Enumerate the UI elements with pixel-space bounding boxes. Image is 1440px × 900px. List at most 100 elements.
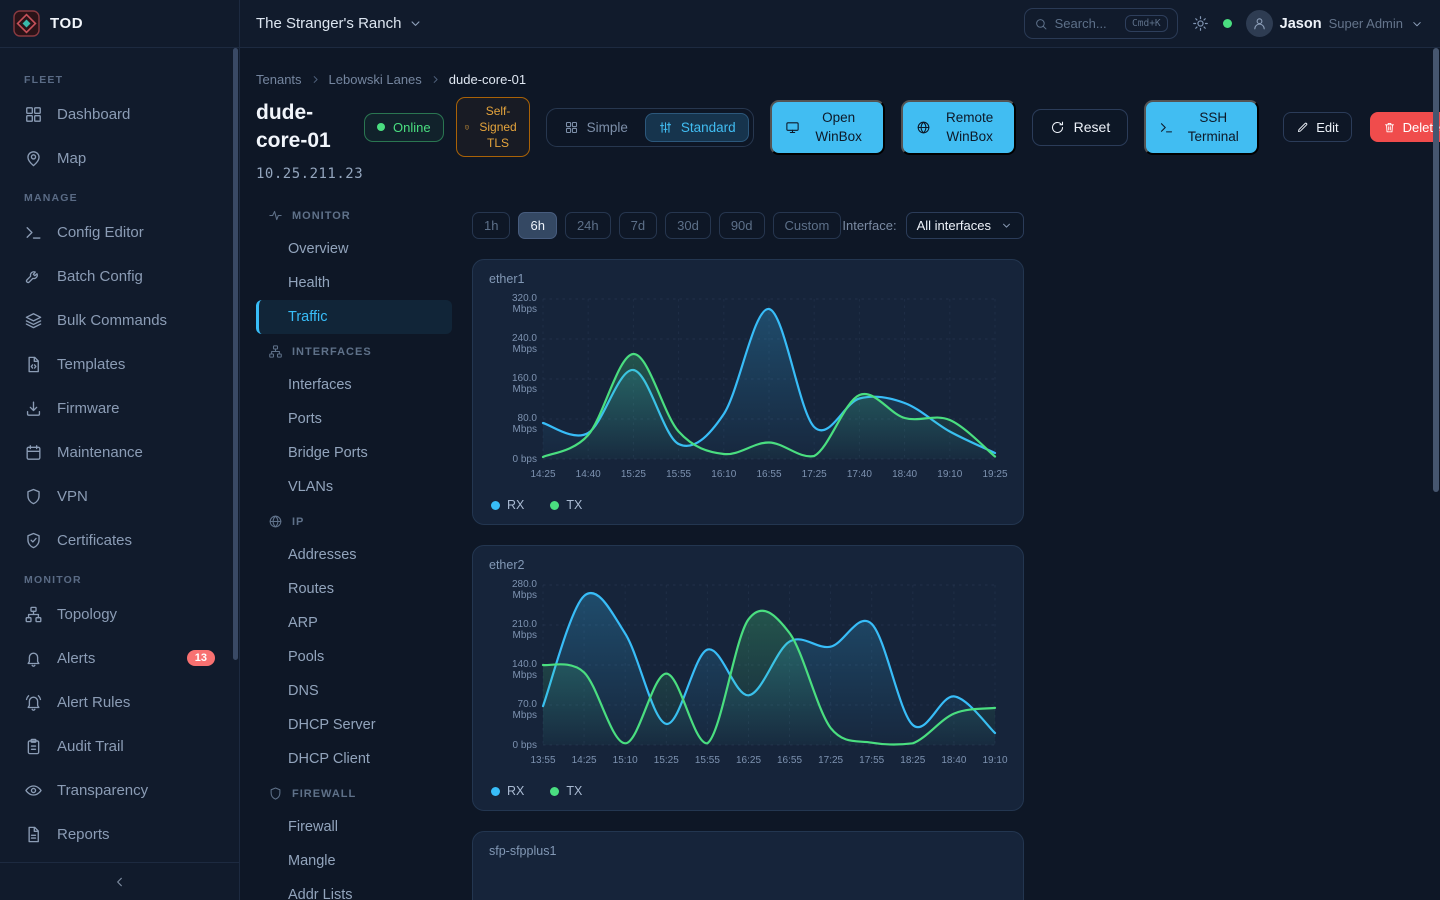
device-subnav: MONITOROverviewHealthTrafficINTERFACESIn… (256, 198, 462, 900)
sidebar-item-config-editor[interactable]: Config Editor (0, 210, 239, 254)
range-button-6h[interactable]: 6h (518, 212, 556, 239)
chevron-right-icon (429, 73, 442, 86)
tls-warning-badge: Self-Signed TLS (456, 97, 530, 157)
sidebar-item-reports[interactable]: Reports (0, 812, 239, 856)
terminal-icon (24, 223, 43, 242)
status-dot (1223, 19, 1232, 28)
svg-text:70.0: 70.0 (518, 699, 538, 710)
subnav-item-addresses[interactable]: Addresses (256, 538, 452, 572)
view-mode-standard[interactable]: Standard (645, 113, 749, 142)
search-input[interactable] (1055, 16, 1111, 31)
range-button-1h[interactable]: 1h (472, 212, 510, 239)
subnav-item-arp[interactable]: ARP (256, 606, 452, 640)
sidebar-item-alerts[interactable]: Alerts13 (0, 636, 239, 680)
legend-tx: TX (550, 784, 582, 798)
sidebar-item-label: Config Editor (57, 224, 144, 241)
subnav-item-firewall[interactable]: Firewall (256, 810, 452, 844)
sidebar-item-label: Reports (57, 826, 110, 843)
sidebar-scrollbar[interactable] (233, 48, 238, 660)
breadcrumb-tenants[interactable]: Tenants (256, 72, 302, 87)
sidebar-item-audit-trail[interactable]: Audit Trail (0, 724, 239, 768)
open-winbox-button[interactable]: Open WinBox (770, 100, 885, 155)
ssh-terminal-button[interactable]: SSH Terminal (1144, 100, 1259, 155)
interface-select[interactable]: All interfaces (906, 212, 1024, 239)
subnav-section-firewall: FIREWALL (256, 776, 462, 810)
sidebar-item-label: Maintenance (57, 444, 143, 461)
refresh-icon (1050, 120, 1065, 135)
view-mode-simple[interactable]: Simple (551, 113, 641, 142)
range-button-7d[interactable]: 7d (619, 212, 657, 239)
sidebar-item-dashboard[interactable]: Dashboard (0, 92, 239, 136)
sidebar-item-templates[interactable]: Templates (0, 342, 239, 386)
subnav-item-traffic[interactable]: Traffic (256, 300, 452, 334)
chevron-down-icon (1410, 17, 1424, 31)
tod-logo-icon (13, 10, 40, 37)
file-code-icon (24, 355, 43, 374)
edit-button[interactable]: Edit (1283, 112, 1351, 142)
legend-dot-icon (491, 787, 500, 796)
svg-text:16:10: 16:10 (711, 469, 736, 480)
chevron-left-icon (112, 874, 128, 890)
range-button-24h[interactable]: 24h (565, 212, 611, 239)
svg-text:210.0: 210.0 (512, 619, 537, 630)
legend-tx: TX (550, 498, 582, 512)
subnav-item-dns[interactable]: DNS (256, 674, 452, 708)
subnav-section-label: IP (292, 516, 304, 528)
subnav-section-monitor: MONITOR (256, 198, 462, 232)
range-button-custom[interactable]: Custom (773, 212, 842, 239)
tenant-switcher[interactable]: The Stranger's Ranch (256, 15, 423, 32)
subnav-item-dhcp-server[interactable]: DHCP Server (256, 708, 452, 742)
sidebar-item-bulk-commands[interactable]: Bulk Commands (0, 298, 239, 342)
subnav-item-pools[interactable]: Pools (256, 640, 452, 674)
subnav-item-interfaces[interactable]: Interfaces (256, 368, 452, 402)
delete-button[interactable]: Delete (1370, 112, 1440, 142)
svg-text:13:55: 13:55 (530, 755, 555, 766)
sidebar-item-label: Audit Trail (57, 738, 124, 755)
breadcrumb-lebowski-lanes[interactable]: Lebowski Lanes (329, 72, 422, 87)
subnav-item-routes[interactable]: Routes (256, 572, 452, 606)
subnav-item-mangle[interactable]: Mangle (256, 844, 452, 878)
subnav-section-label: FIREWALL (292, 788, 356, 800)
chart-legend: RXTX (489, 784, 1007, 798)
subnav-item-ports[interactable]: Ports (256, 402, 452, 436)
range-button-30d[interactable]: 30d (665, 212, 711, 239)
sidebar-item-map[interactable]: Map (0, 136, 239, 180)
svg-text:16:25: 16:25 (736, 755, 761, 766)
theme-toggle-sun-icon[interactable] (1192, 15, 1209, 32)
subnav-item-overview[interactable]: Overview (256, 232, 452, 266)
reset-button[interactable]: Reset (1032, 109, 1129, 146)
charts-column: 1h6h24h7d30d90dCustom Interface: All int… (472, 198, 1024, 900)
subnav-item-dhcp-client[interactable]: DHCP Client (256, 742, 452, 776)
app-logo[interactable]: TOD (0, 0, 239, 48)
sidebar-item-firmware[interactable]: Firmware (0, 386, 239, 430)
subnav-item-health[interactable]: Health (256, 266, 452, 300)
sidebar-item-transparency[interactable]: Transparency (0, 768, 239, 812)
sidebar-collapse-button[interactable] (0, 862, 239, 900)
sidebar-item-vpn[interactable]: VPN (0, 474, 239, 518)
subnav-item-vlans[interactable]: VLANs (256, 470, 452, 504)
svg-text:0 bps: 0 bps (513, 454, 537, 465)
sidebar-item-topology[interactable]: Topology (0, 592, 239, 636)
remote-winbox-button[interactable]: Remote WinBox (901, 100, 1016, 155)
search-box[interactable]: Cmd+K (1024, 8, 1178, 39)
subnav-item-bridge-ports[interactable]: Bridge Ports (256, 436, 452, 470)
user-menu[interactable]: Jason Super Admin (1246, 10, 1424, 37)
sidebar-item-alert-rules[interactable]: Alert Rules (0, 680, 239, 724)
svg-text:80.0: 80.0 (518, 413, 538, 424)
page-scrollbar[interactable] (1433, 48, 1439, 492)
svg-text:15:55: 15:55 (695, 755, 720, 766)
sidebar-item-maintenance[interactable]: Maintenance (0, 430, 239, 474)
svg-text:17:55: 17:55 (859, 755, 884, 766)
sliders-icon (658, 120, 673, 135)
calendar-icon (24, 443, 43, 462)
sidebar-item-label: Templates (57, 356, 125, 373)
sidebar-item-batch-config[interactable]: Batch Config (0, 254, 239, 298)
sidebar-item-label: Batch Config (57, 268, 143, 285)
topology-icon (24, 605, 43, 624)
sidebar-item-certificates[interactable]: Certificates (0, 518, 239, 562)
sidebar-item-label: Transparency (57, 782, 148, 799)
chart-title: ether1 (489, 272, 1007, 286)
avatar[interactable] (1246, 10, 1273, 37)
subnav-item-addr-lists[interactable]: Addr Lists (256, 878, 452, 900)
range-button-90d[interactable]: 90d (719, 212, 765, 239)
